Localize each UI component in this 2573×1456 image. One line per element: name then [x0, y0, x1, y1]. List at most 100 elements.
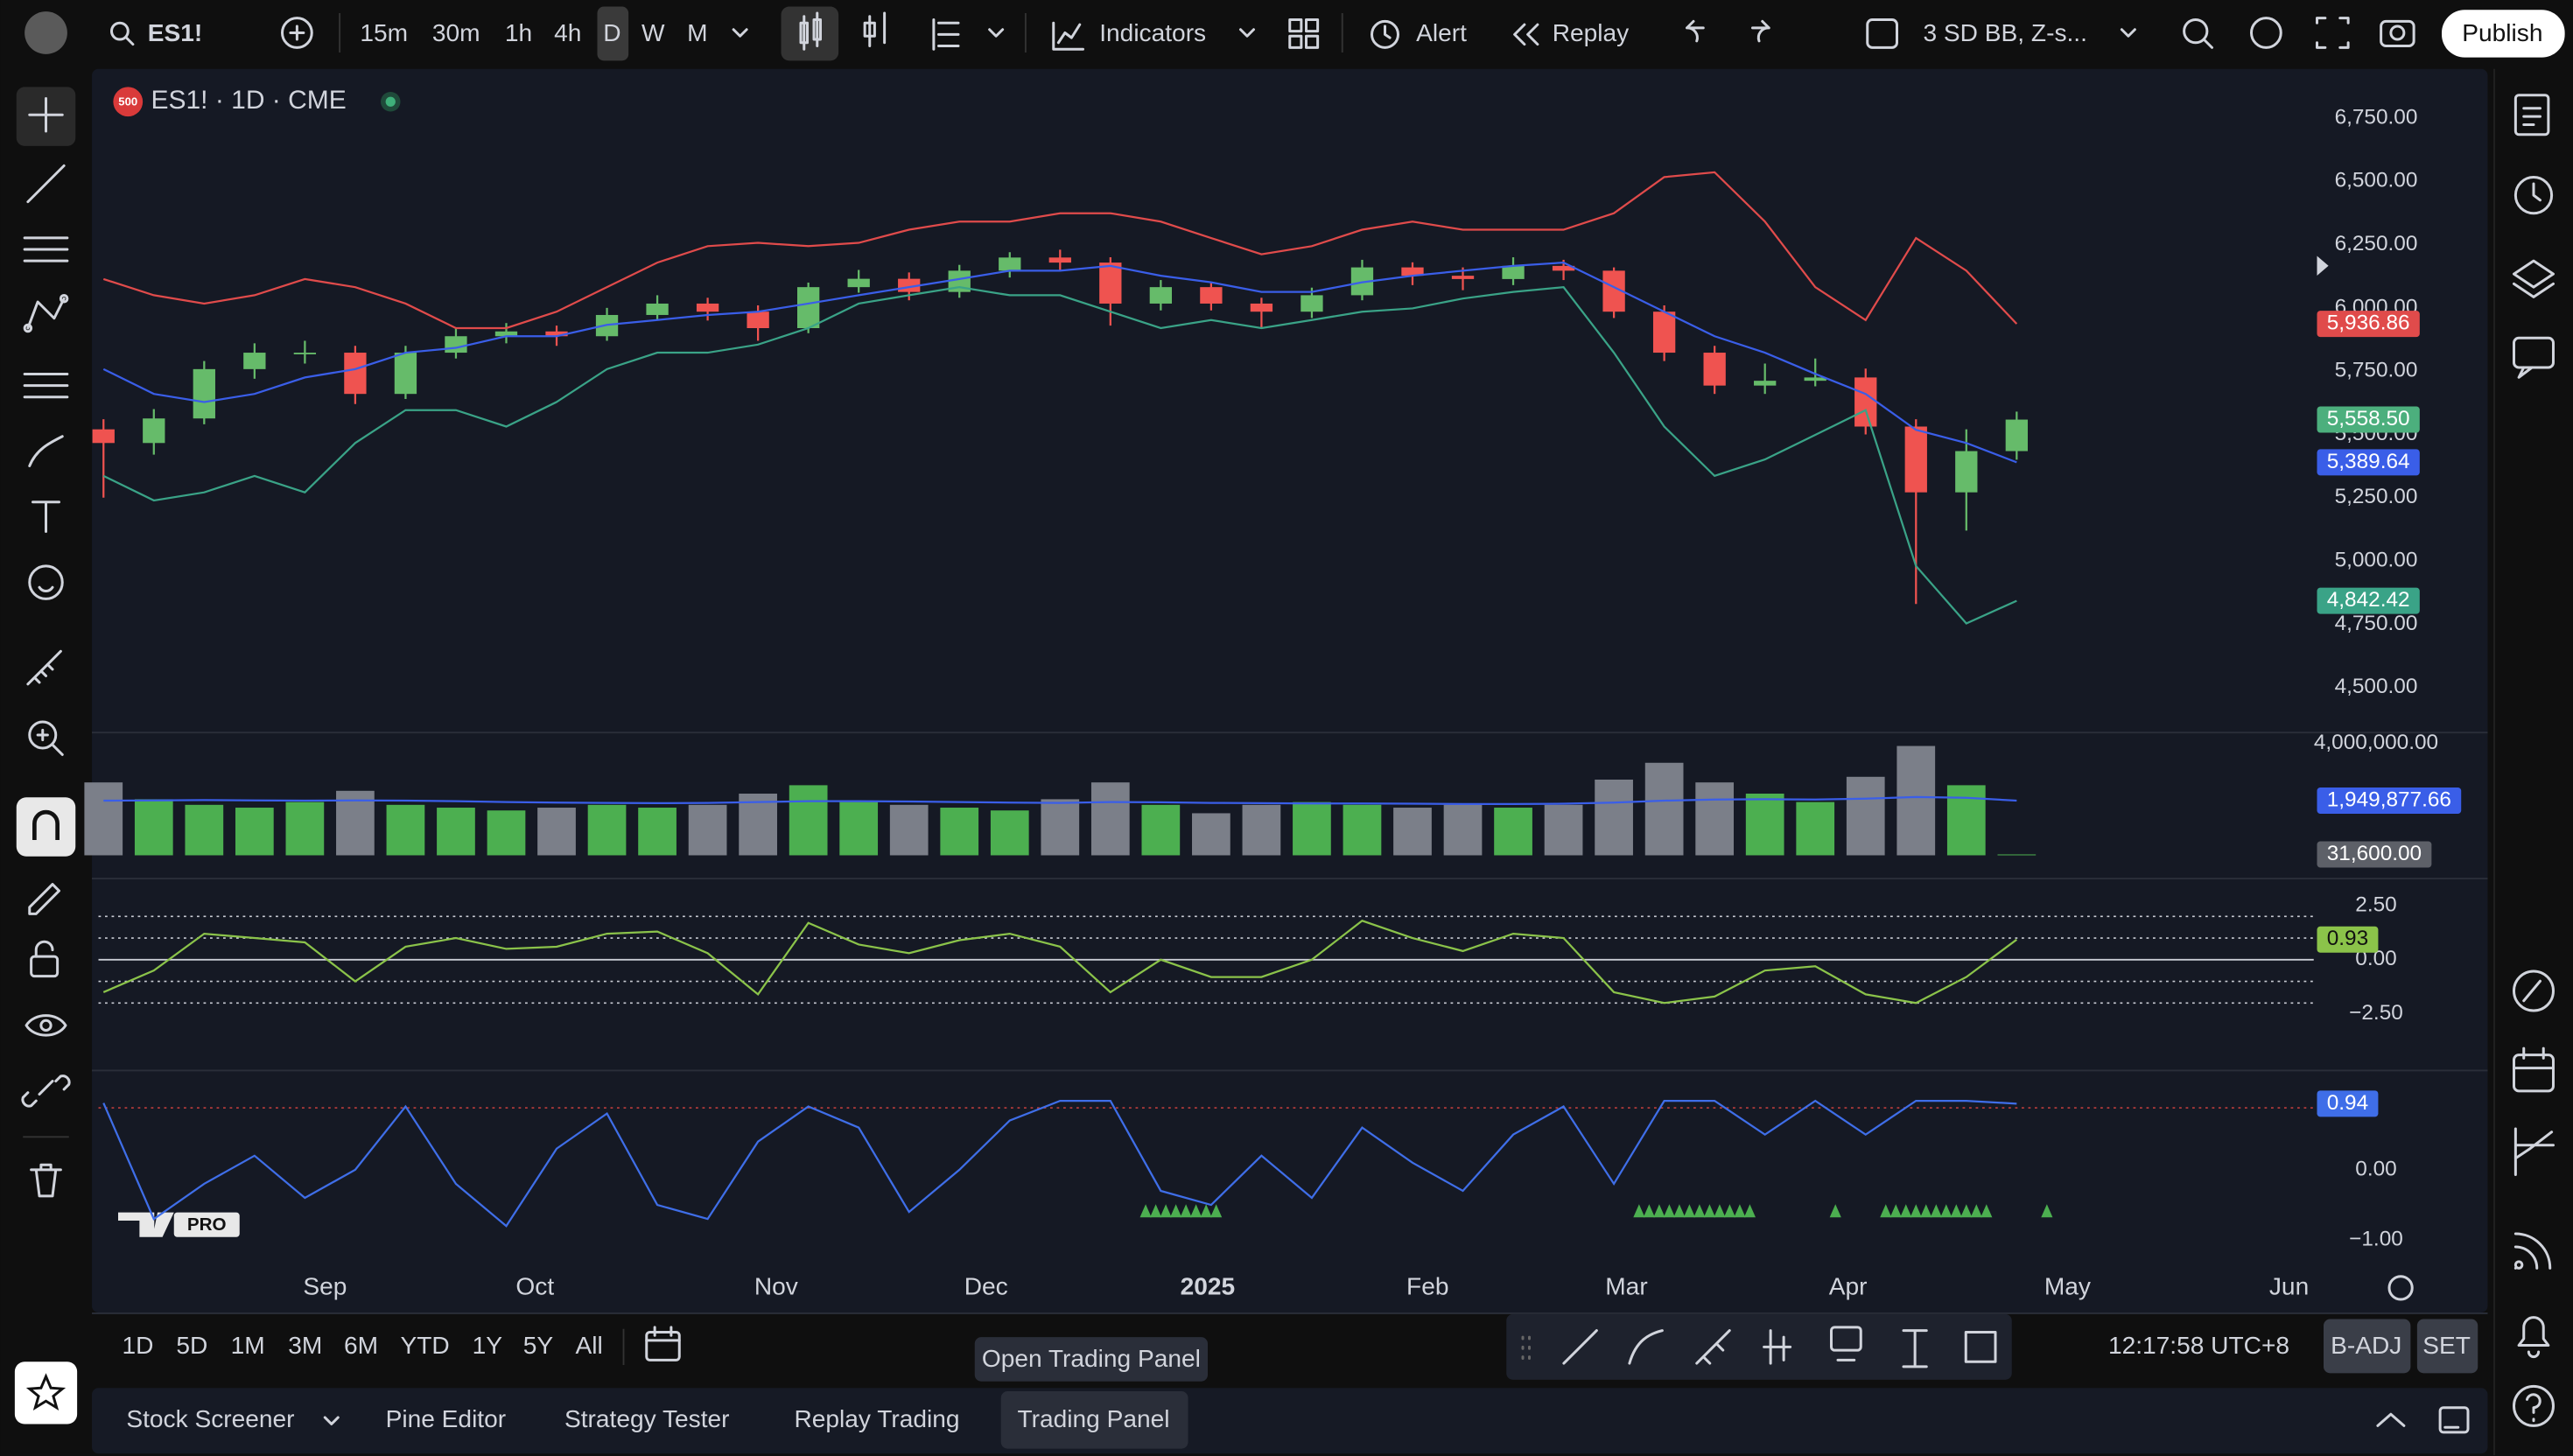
tab[interactable]: Pine Editor	[386, 1405, 507, 1432]
x-tick-label: Feb	[1406, 1272, 1448, 1299]
badge-text: 500	[118, 95, 137, 108]
signal-marker	[1200, 1204, 1212, 1218]
y-tick-label: 6,750.00	[2335, 105, 2418, 129]
range-button[interactable]: 5D	[176, 1332, 207, 1359]
range-button[interactable]: 3M	[288, 1332, 322, 1359]
bar-icon[interactable]	[863, 11, 887, 47]
tab[interactable]: Replay Trading	[795, 1405, 960, 1432]
tab[interactable]: Stock Screener	[126, 1405, 294, 1432]
range-button[interactable]: 6M	[344, 1332, 378, 1359]
interval-button[interactable]: 4h	[554, 19, 581, 46]
interval-button[interactable]: M	[687, 19, 707, 46]
range-button[interactable]: YTD	[401, 1332, 450, 1359]
undo[interactable]	[1685, 19, 1705, 43]
layout-checkbox[interactable]	[1866, 18, 1898, 49]
signal-marker	[1703, 1204, 1715, 1218]
snapshot[interactable]	[2380, 19, 2415, 47]
left-tools[interactable]	[23, 96, 69, 756]
volume-bar	[185, 804, 224, 856]
interval-button[interactable]: 15m	[360, 19, 408, 46]
publish-button[interactable]: Publish	[2462, 19, 2542, 46]
tab[interactable]: Strategy Tester	[564, 1405, 730, 1432]
interval-button[interactable]: 1h	[505, 19, 532, 46]
avatar[interactable]	[25, 11, 67, 54]
volume-bar	[789, 785, 828, 856]
session-button[interactable]: SET	[2422, 1332, 2471, 1359]
last-value-label: 5,558.50	[2327, 407, 2410, 430]
chart-type-active[interactable]	[781, 6, 839, 61]
signal-marker	[1673, 1204, 1686, 1218]
layouts-icon[interactable]	[1288, 18, 1320, 49]
add-symbol[interactable]	[281, 17, 313, 49]
indicator-line	[102, 1099, 2017, 1228]
redo[interactable]	[1750, 19, 1770, 43]
range-button[interactable]: 5Y	[523, 1332, 554, 1359]
candle-body	[445, 336, 467, 354]
maximize[interactable]	[2438, 1406, 2470, 1434]
volume-bar	[688, 804, 727, 856]
axis-settings[interactable]	[2387, 1275, 2414, 1301]
interval-button[interactable]: D	[603, 19, 620, 46]
replay-button[interactable]: Replay	[1553, 19, 1629, 46]
settings[interactable]	[2249, 17, 2282, 49]
symbol[interactable]: ES1!	[148, 19, 203, 46]
indicator-line	[102, 171, 2018, 330]
range-button[interactable]: All	[576, 1332, 603, 1359]
x-tick-label: May	[2044, 1272, 2091, 1299]
watchlist-bg[interactable]	[14, 1362, 78, 1424]
indicators-button[interactable]: Indicators	[1099, 19, 1206, 46]
volume-bar	[487, 810, 526, 856]
chevron[interactable]	[732, 28, 748, 38]
layout-name[interactable]: 3 SD BB, Z-s...	[1923, 19, 2086, 46]
fullscreen[interactable]	[2315, 17, 2350, 49]
chart-legend[interactable]: ES1! · 1D · CME	[151, 86, 347, 115]
candle-body	[193, 368, 215, 419]
chevron[interactable]	[2120, 28, 2136, 38]
right-tools[interactable]	[2512, 94, 2555, 1427]
y-tick-label: 4,750.00	[2335, 612, 2418, 635]
publish-bg[interactable]	[2441, 10, 2565, 58]
volume-bar	[1343, 804, 1382, 856]
chevron[interactable]	[988, 28, 1005, 38]
indicator-line	[102, 261, 2017, 464]
candle-body	[293, 353, 317, 354]
signal-marker	[1734, 1204, 1746, 1218]
candle-body	[1552, 265, 1575, 271]
left-tools-lower[interactable]	[21, 883, 71, 1198]
adjustment-button[interactable]: B-ADJ	[2331, 1332, 2401, 1359]
candle-body	[796, 287, 820, 329]
magnet-active[interactable]	[16, 797, 76, 857]
drawing-tools[interactable]	[1521, 1326, 1997, 1368]
quick-search[interactable]	[2183, 18, 2213, 49]
interval-button[interactable]: W	[641, 19, 665, 46]
chevron[interactable]	[323, 1416, 340, 1425]
volume-bar	[1544, 804, 1583, 856]
candle-body	[344, 353, 367, 395]
volume-bar	[638, 808, 677, 856]
candle-body	[1754, 381, 1777, 386]
date-range-icon[interactable]	[645, 1326, 681, 1362]
indicator-line	[102, 920, 2018, 1004]
x-tick-label: Apr	[1829, 1272, 1868, 1299]
adjustment-bg[interactable]	[2323, 1319, 2411, 1374]
y-tick-label: 2.50	[2355, 892, 2396, 916]
scale-icon[interactable]	[932, 18, 960, 51]
indicator-line	[103, 795, 2017, 805]
signal-marker	[1950, 1204, 1962, 1218]
range-button[interactable]: 1M	[231, 1332, 265, 1359]
alert-button[interactable]: Alert	[1416, 19, 1467, 46]
interval-button[interactable]: 30m	[432, 19, 480, 46]
signal-marker	[1889, 1204, 1902, 1218]
signal-marker	[1663, 1204, 1675, 1218]
volume-bar	[839, 802, 879, 856]
volume-bar	[1997, 854, 2037, 856]
signal-marker	[1900, 1204, 1912, 1218]
chevron[interactable]	[1239, 28, 1256, 38]
candle-body	[1250, 303, 1273, 312]
range-button[interactable]: 1Y	[473, 1332, 503, 1359]
tv-logo	[118, 1212, 240, 1237]
collapse[interactable]	[2376, 1412, 2406, 1427]
range-button[interactable]: 1D	[123, 1332, 154, 1359]
tab[interactable]: Trading Panel	[1018, 1405, 1170, 1432]
session-bg[interactable]	[2416, 1319, 2478, 1374]
